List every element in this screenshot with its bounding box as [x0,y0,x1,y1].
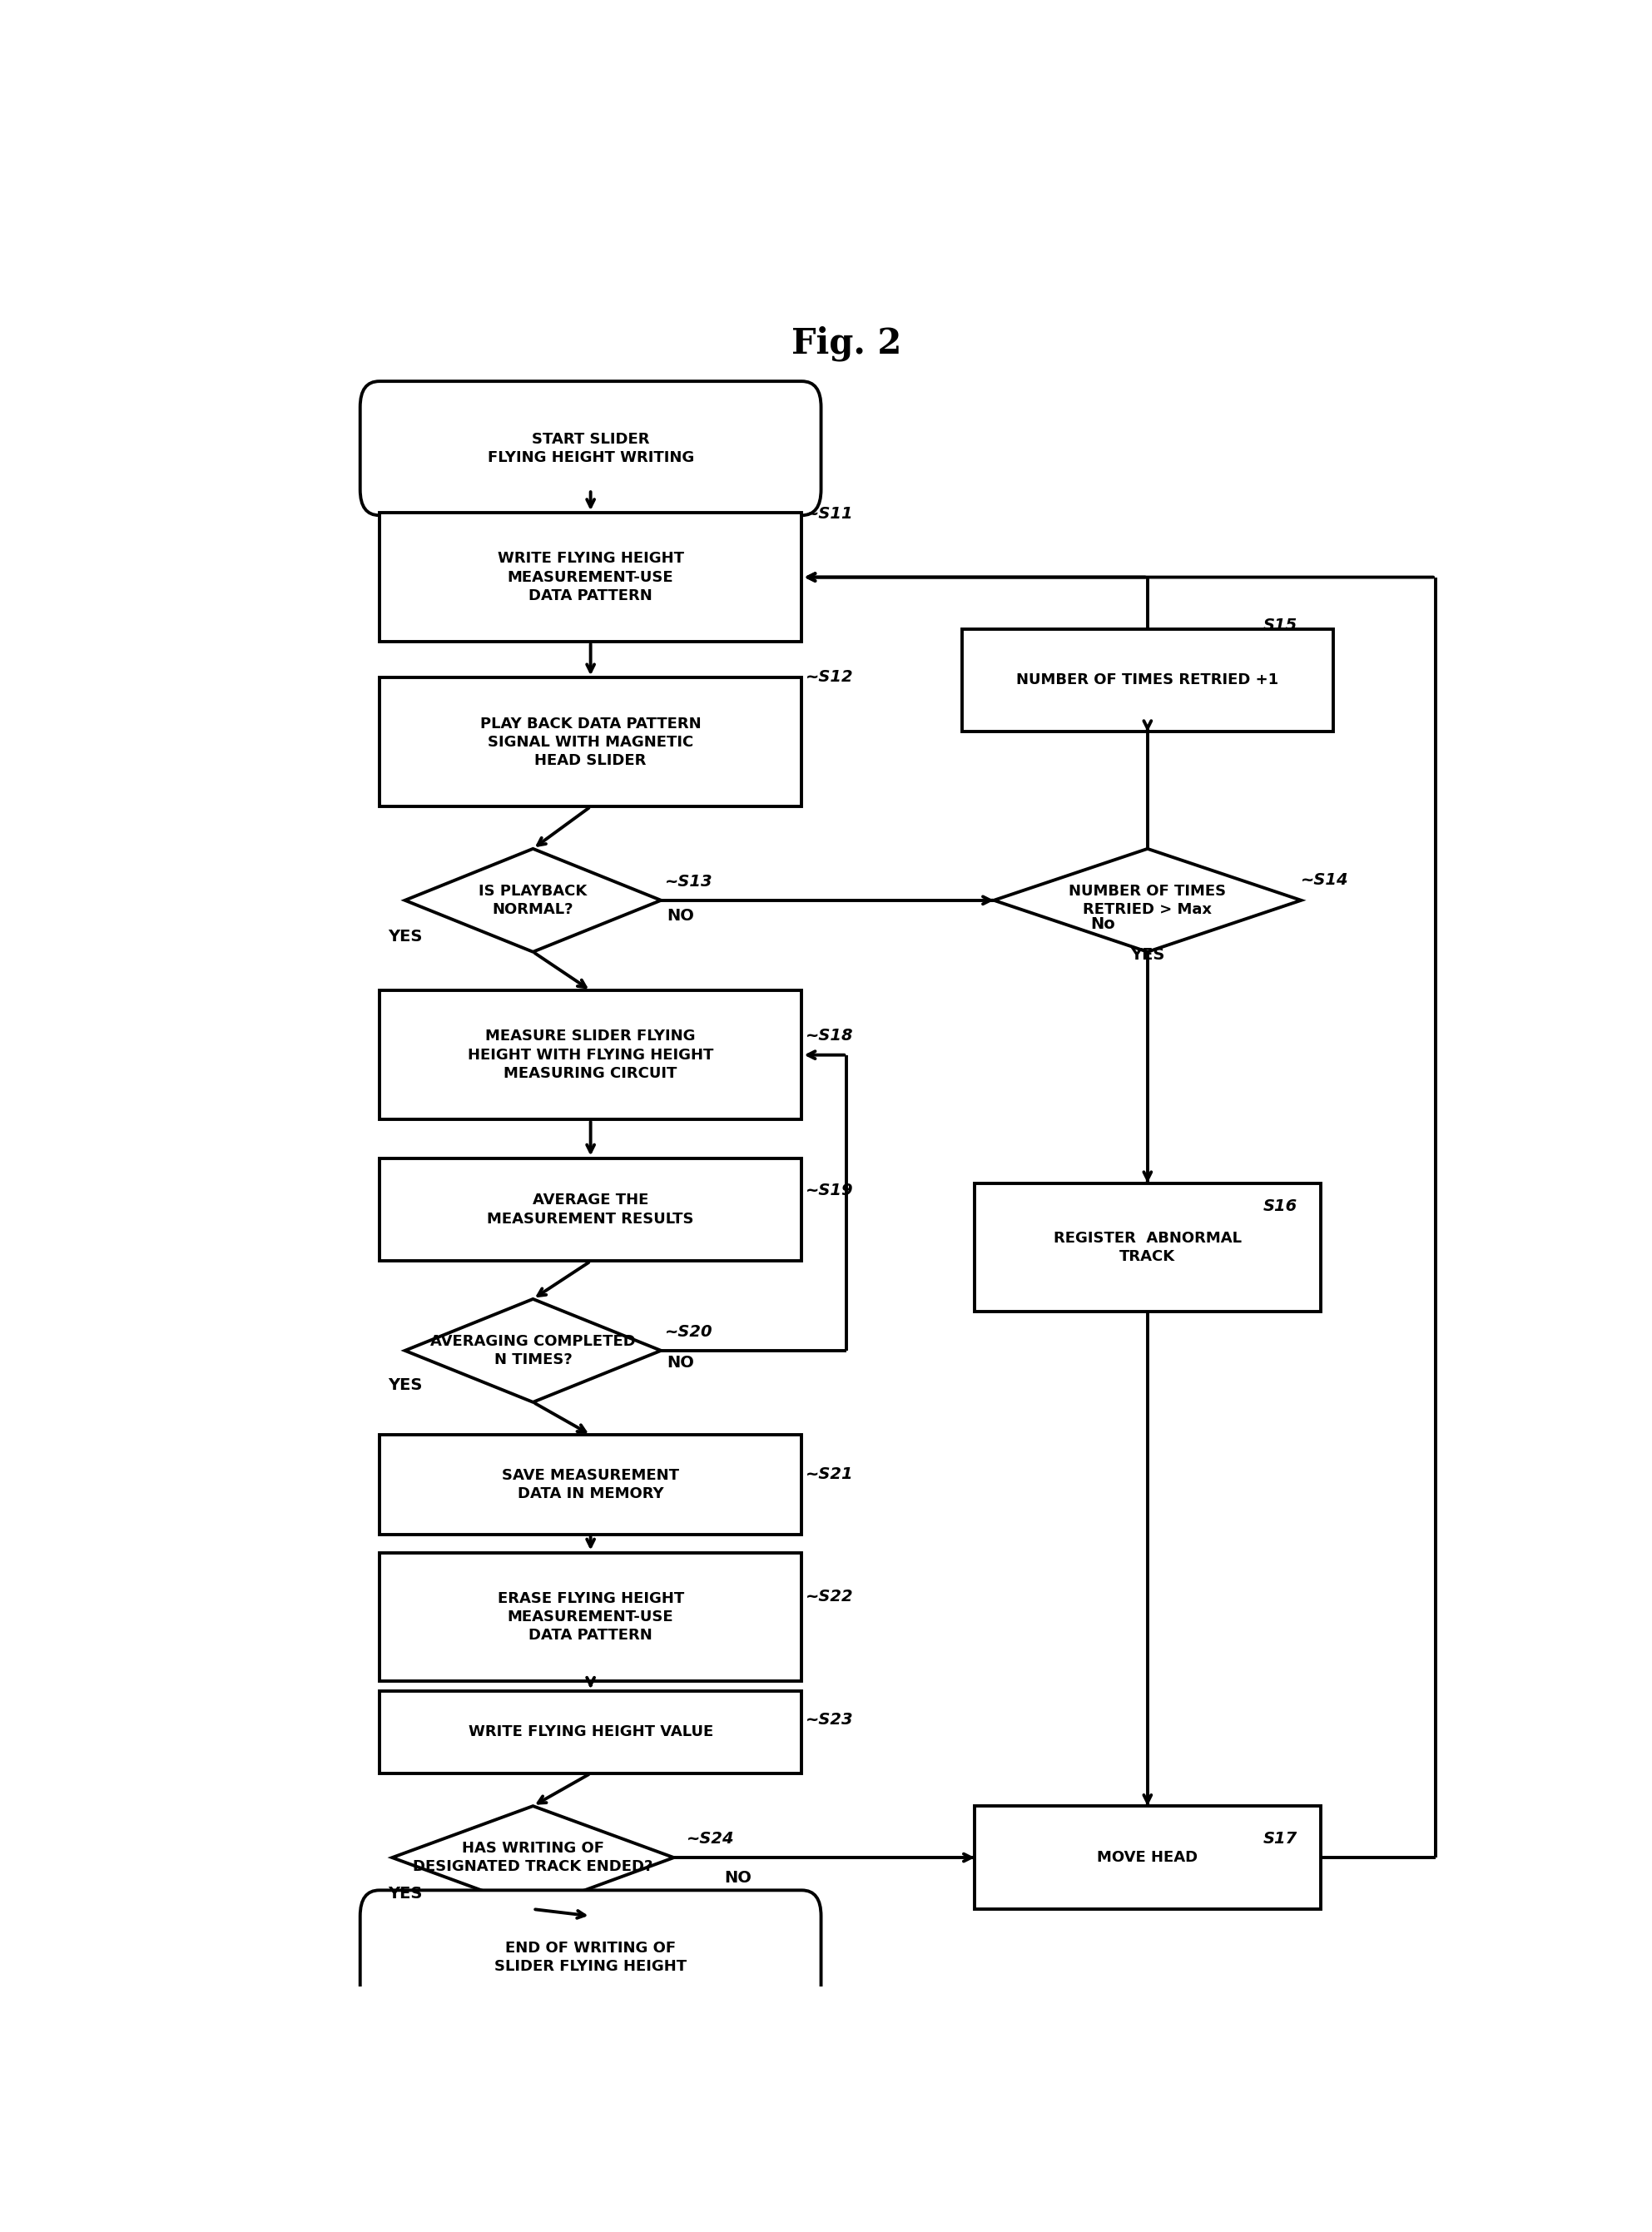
Text: ~S11: ~S11 [806,507,854,522]
Polygon shape [405,1299,661,1402]
FancyBboxPatch shape [360,382,821,516]
Bar [380,991,801,1120]
Text: ~S22: ~S22 [806,1589,854,1605]
Text: AVERAGING COMPLETED
N TIMES?: AVERAGING COMPLETED N TIMES? [430,1335,636,1368]
Bar [380,1158,801,1261]
Bar [961,629,1333,732]
Polygon shape [405,848,661,951]
Text: START SLIDER
FLYING HEIGHT WRITING: START SLIDER FLYING HEIGHT WRITING [487,431,694,464]
Text: ~S21: ~S21 [806,1466,854,1482]
Text: NO: NO [666,908,694,924]
Text: REGISTER  ABNORMAL
TRACK: REGISTER ABNORMAL TRACK [1054,1230,1242,1263]
Text: AVERAGE THE
MEASUREMENT RESULTS: AVERAGE THE MEASUREMENT RESULTS [487,1192,694,1225]
Polygon shape [392,1806,674,1908]
Text: ~S12: ~S12 [806,670,854,685]
Text: MOVE HEAD: MOVE HEAD [1097,1850,1198,1866]
Text: NUMBER OF TIMES RETRIED +1: NUMBER OF TIMES RETRIED +1 [1016,672,1279,687]
Text: WRITE FLYING HEIGHT VALUE: WRITE FLYING HEIGHT VALUE [468,1725,714,1739]
Text: HAS WRITING OF
DESIGNATED TRACK ENDED?: HAS WRITING OF DESIGNATED TRACK ENDED? [413,1841,653,1875]
Text: ~S13: ~S13 [664,873,712,888]
Text: YES: YES [388,1377,423,1393]
Bar [380,513,801,641]
Text: No: No [1090,917,1115,933]
Text: MEASURE SLIDER FLYING
HEIGHT WITH FLYING HEIGHT
MEASURING CIRCUIT: MEASURE SLIDER FLYING HEIGHT WITH FLYING… [468,1029,714,1080]
Text: NUMBER OF TIMES
RETRIED > Max: NUMBER OF TIMES RETRIED > Max [1069,884,1226,917]
Text: YES: YES [388,929,423,944]
Text: PLAY BACK DATA PATTERN
SIGNAL WITH MAGNETIC
HEAD SLIDER: PLAY BACK DATA PATTERN SIGNAL WITH MAGNE… [481,716,700,768]
Text: END OF WRITING OF
SLIDER FLYING HEIGHT: END OF WRITING OF SLIDER FLYING HEIGHT [494,1940,687,1973]
Text: S16: S16 [1262,1199,1297,1214]
Text: ~S23: ~S23 [806,1712,854,1728]
Text: WRITE FLYING HEIGHT
MEASUREMENT-USE
DATA PATTERN: WRITE FLYING HEIGHT MEASUREMENT-USE DATA… [497,551,684,603]
Bar [380,679,801,806]
Text: Fig. 2: Fig. 2 [791,326,902,362]
Text: ~S20: ~S20 [664,1324,712,1339]
Text: S17: S17 [1262,1830,1297,1846]
Bar [380,1435,801,1533]
FancyBboxPatch shape [360,1891,821,2024]
Text: YES: YES [388,1886,423,1902]
Text: NO: NO [666,1355,694,1370]
Text: ~S24: ~S24 [687,1830,735,1846]
Text: SAVE MEASUREMENT
DATA IN MEMORY: SAVE MEASUREMENT DATA IN MEMORY [502,1469,679,1502]
Polygon shape [995,848,1302,951]
Text: S15: S15 [1262,618,1297,634]
Text: ~S14: ~S14 [1302,873,1350,888]
Text: NO: NO [724,1870,752,1886]
Text: IS PLAYBACK
NORMAL?: IS PLAYBACK NORMAL? [479,884,586,917]
Text: ERASE FLYING HEIGHT
MEASUREMENT-USE
DATA PATTERN: ERASE FLYING HEIGHT MEASUREMENT-USE DATA… [497,1591,684,1643]
Text: ~S18: ~S18 [806,1029,854,1045]
Bar [975,1806,1320,1908]
Bar [380,1553,801,1681]
Text: YES: YES [1130,946,1165,964]
Text: ~S19: ~S19 [806,1183,854,1199]
Bar [975,1183,1320,1312]
Bar [380,1692,801,1774]
